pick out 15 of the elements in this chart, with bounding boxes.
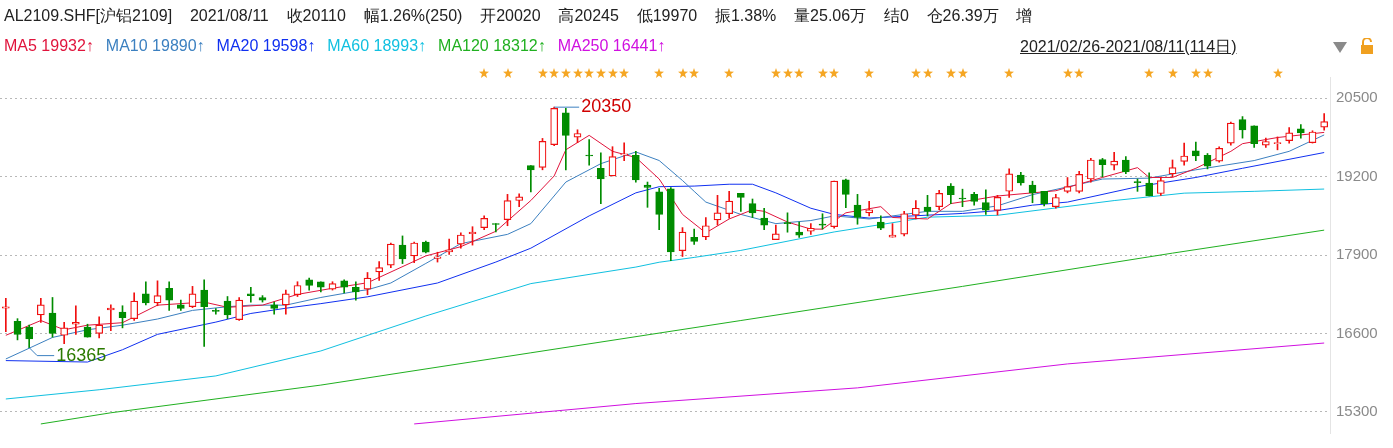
text: MA10 19890↑ bbox=[105, 37, 205, 55]
text: MA250 16441↑ bbox=[557, 37, 666, 55]
text: MA5 19932↑ bbox=[4, 37, 94, 55]
y-tick-label: 20500 bbox=[1336, 88, 1378, 106]
annotation: 20350 bbox=[581, 96, 632, 117]
chart-subtitle: 2021/02/26-2021/08/11(114日) bbox=[1020, 37, 1237, 57]
annotation: 16365 bbox=[56, 344, 107, 365]
chart-title: AL2109.SHF[沪铝2109] 2021/08/11 收20110 幅1.26%(250) 开20020 高20245 低19970 振1.38% 量25.06万 结0 仓26.39万 增 bbox=[4, 6, 1033, 26]
text: MA20 19598↑ bbox=[216, 37, 316, 55]
y-tick-label: 15300 bbox=[1336, 402, 1378, 420]
text: MA120 18312↑ bbox=[438, 37, 546, 55]
y-tick-label: 17900 bbox=[1336, 245, 1378, 263]
y-tick-label: 16600 bbox=[1336, 323, 1378, 341]
y-tick-label: 19200 bbox=[1336, 166, 1378, 184]
text: MA60 18993↑ bbox=[327, 37, 427, 55]
